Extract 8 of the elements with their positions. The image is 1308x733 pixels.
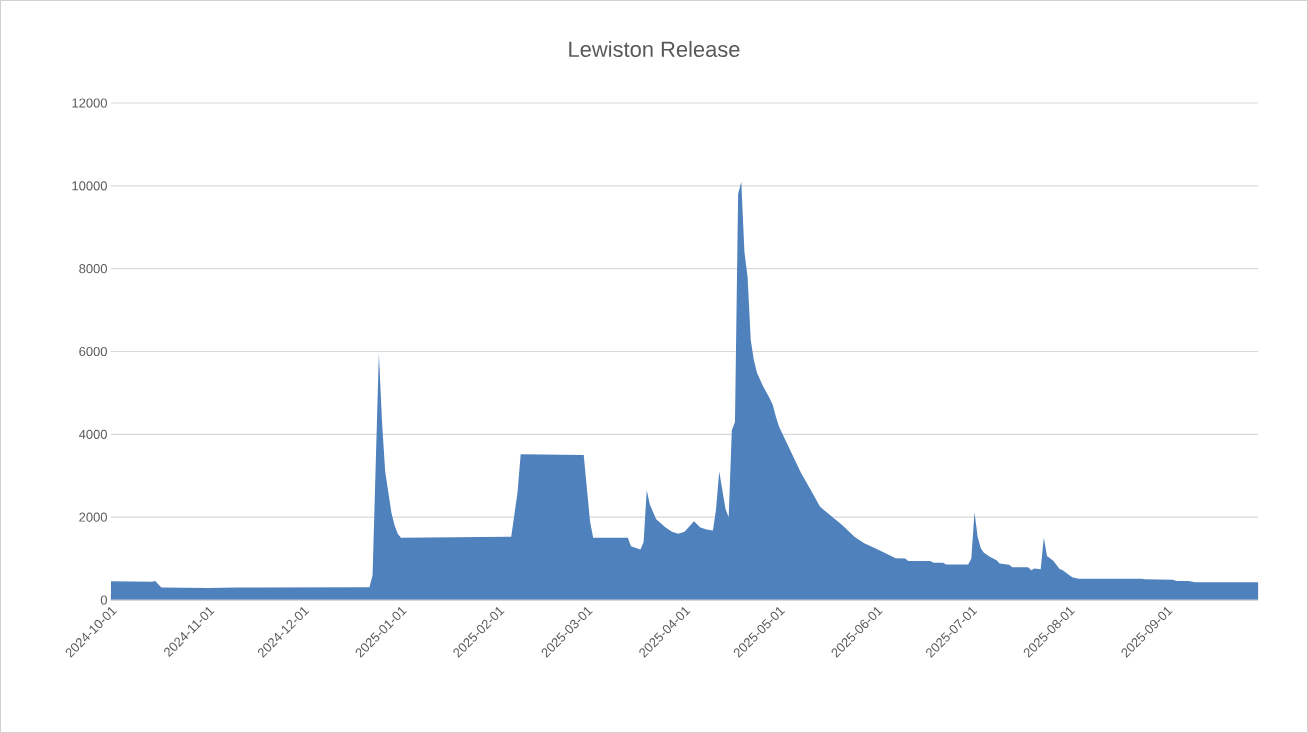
y-tick-label: 6000 bbox=[79, 346, 107, 357]
y-tick-label: 4000 bbox=[78, 429, 107, 439]
y-tick-label: 0 bbox=[100, 595, 107, 605]
y-tick-label: 8000 bbox=[79, 264, 107, 274]
y-tick-label: 12000 bbox=[72, 98, 107, 108]
y-tick-label: 2000 bbox=[79, 512, 107, 522]
chart-title: Lewiston Release bbox=[569, 40, 740, 58]
y-tick-label: 10000 bbox=[72, 181, 107, 191]
